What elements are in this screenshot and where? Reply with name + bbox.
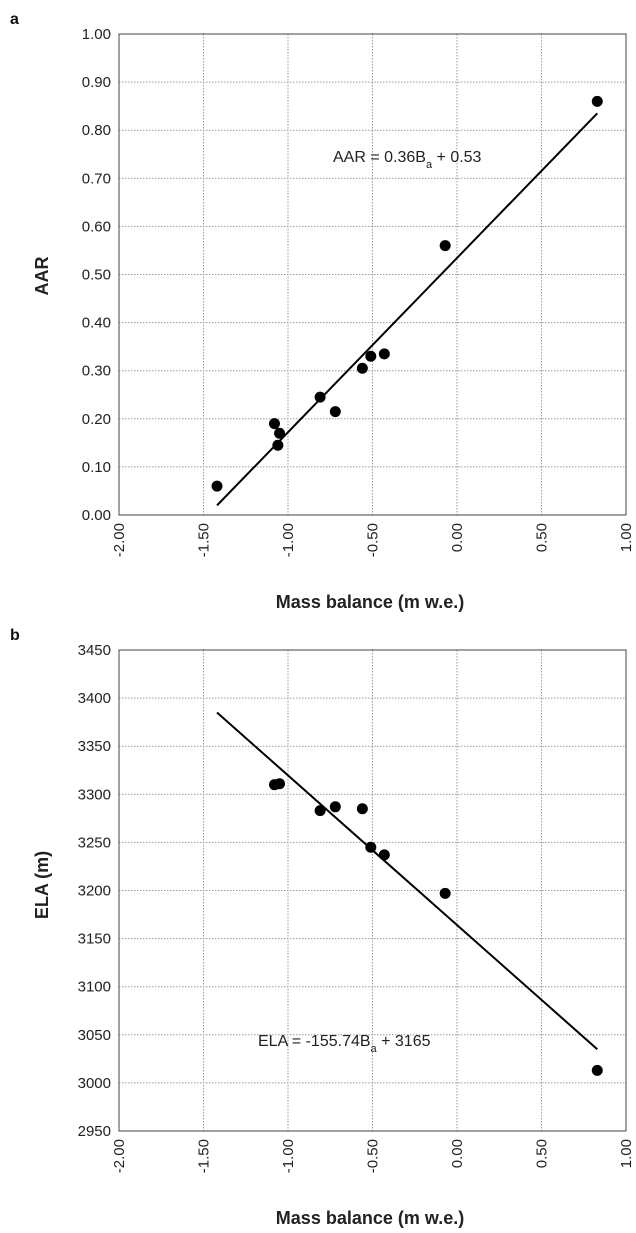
panel-b-y-tick-label: 3400 (78, 690, 111, 707)
panel-a-data-point (378, 348, 390, 360)
panel-a-y-axis-label: AAR (32, 257, 52, 296)
panel-b-label: b (10, 627, 20, 644)
panel-a-y-tick-label: 0.70 (82, 170, 111, 187)
panel-a-trendline (216, 112, 598, 507)
panel-b-x-ticks: -2.00 -1.50 -1.00 -0.50 0.00 0.50 1.00 (111, 1139, 635, 1173)
panel-b-points (268, 778, 603, 1076)
panel-a-y-tick-label: 0.20 (82, 411, 111, 428)
panel-b-y-tick-label: 3250 (78, 834, 111, 851)
panel-b-y-tick-label: 3200 (78, 883, 111, 900)
panel-a-data-point (591, 95, 603, 107)
panel-a-x-tick-label: 1.00 (618, 523, 635, 552)
panel-b-data-point (439, 887, 451, 899)
panel-b-x-tick-label: -0.50 (365, 1139, 382, 1173)
panel-a-data-point (356, 362, 368, 374)
panel-b-gridlines (118, 649, 627, 1132)
panel-a-x-tick-label: 0.00 (449, 523, 466, 552)
panel-b-data-point (329, 801, 341, 813)
panel-b-data-point (314, 805, 326, 817)
panel-a-data-point (268, 418, 280, 430)
panel-b-plot-frame (118, 649, 627, 1132)
panel-a-y-ticks: 0.00 0.10 0.20 0.30 0.40 0.50 0.60 0.70 0.80 0.90… (82, 26, 111, 524)
panel-b-y-tick-label: 3450 (78, 642, 111, 659)
panel-a-chart: a 0.000.100.200.300.400.500.600.700.800.… (10, 11, 635, 612)
panel-b-y-tick-label: 2950 (78, 1123, 111, 1140)
panel-a-gridlines (118, 33, 627, 516)
panel-a-y-tick-label: 0.60 (82, 218, 111, 235)
panel-a-y-tick-label: 0.40 (82, 315, 111, 332)
panel-b-x-axis-label: Mass balance (m w.e.) (276, 1208, 464, 1228)
panel-b-y-tick-label: 3050 (78, 1027, 111, 1044)
panel-b-y-tick-label: 3350 (78, 738, 111, 755)
panel-a-y-tick-label: 0.10 (82, 459, 111, 476)
panel-b-data-point (365, 841, 377, 853)
panel-a-y-tick-label: 1.00 (82, 26, 111, 43)
panel-a-data-point (365, 350, 377, 362)
panel-a-x-tick-label: -0.50 (365, 523, 382, 557)
panel-b-x-tick-label: 1.00 (618, 1139, 635, 1168)
panel-a-data-point (211, 480, 223, 492)
panel-a-data-point (272, 439, 284, 451)
panel-b-chart: b 2950 3000 3050 3100 3150 3200 3250 3300 3350 34… (10, 627, 635, 1228)
panel-a-data-point (329, 406, 341, 418)
panel-a-data-point (274, 427, 286, 439)
panel-a-points (211, 95, 603, 492)
panel-b-y-tick-label: 3150 (78, 931, 111, 948)
panel-b-y-ticks: 2950 3000 3050 3100 3150 3200 3250 3300 3350 3400… (78, 642, 111, 1140)
panel-a-plot-frame (118, 33, 627, 516)
panel-b-x-tick-label: -2.00 (111, 1139, 128, 1173)
panel-a-y-tick-label: 0.80 (82, 122, 111, 139)
panel-b-equation: ELA = -155.74Ba + 3165 (258, 1033, 431, 1055)
panel-b-data-point (356, 803, 368, 815)
panel-b-x-tick-label: -1.50 (196, 1139, 213, 1173)
panel-b-y-axis-label: ELA (m) (32, 851, 52, 919)
panel-b-x-tick-label: -1.00 (280, 1139, 297, 1173)
panel-a-x-tick-label: -2.00 (111, 523, 128, 557)
panel-a-x-tick-label: -1.50 (196, 523, 213, 557)
panel-a-data-point (439, 240, 451, 252)
panel-a-y-tick-label: 0.00 (82, 507, 111, 524)
panel-a-data-point (314, 391, 326, 403)
panel-b-data-point (378, 849, 390, 861)
panel-a-x-tick-label: -1.00 (280, 523, 297, 557)
panel-b-data-point (274, 778, 286, 790)
panel-b-x-tick-label: 0.50 (534, 1139, 551, 1168)
panel-a-y-tick-label: 0.30 (82, 363, 111, 380)
panel-a-x-axis-label: Mass balance (m w.e.) (276, 592, 464, 612)
panel-b-y-tick-label: 3300 (78, 786, 111, 803)
panel-a-x-ticks: -2.00 -1.50 -1.00 -0.50 0.00 0.50 1.00 (111, 523, 635, 557)
panel-b-y-tick-label: 3000 (78, 1075, 111, 1092)
panel-a-x-tick-label: 0.50 (534, 523, 551, 552)
panel-a-label: a (10, 11, 19, 28)
panel-a-y-tick-label: 0.50 (82, 267, 111, 284)
panel-b-data-point (591, 1064, 603, 1076)
panel-a-equation: AAR = 0.36Ba + 0.53 (333, 149, 482, 171)
panel-a-y-tick-label: 0.90 (82, 74, 111, 91)
panel-b-y-tick-label: 3100 (78, 979, 111, 996)
panel-b-trendline (216, 711, 598, 1050)
panel-b-x-tick-label: 0.00 (449, 1139, 466, 1168)
